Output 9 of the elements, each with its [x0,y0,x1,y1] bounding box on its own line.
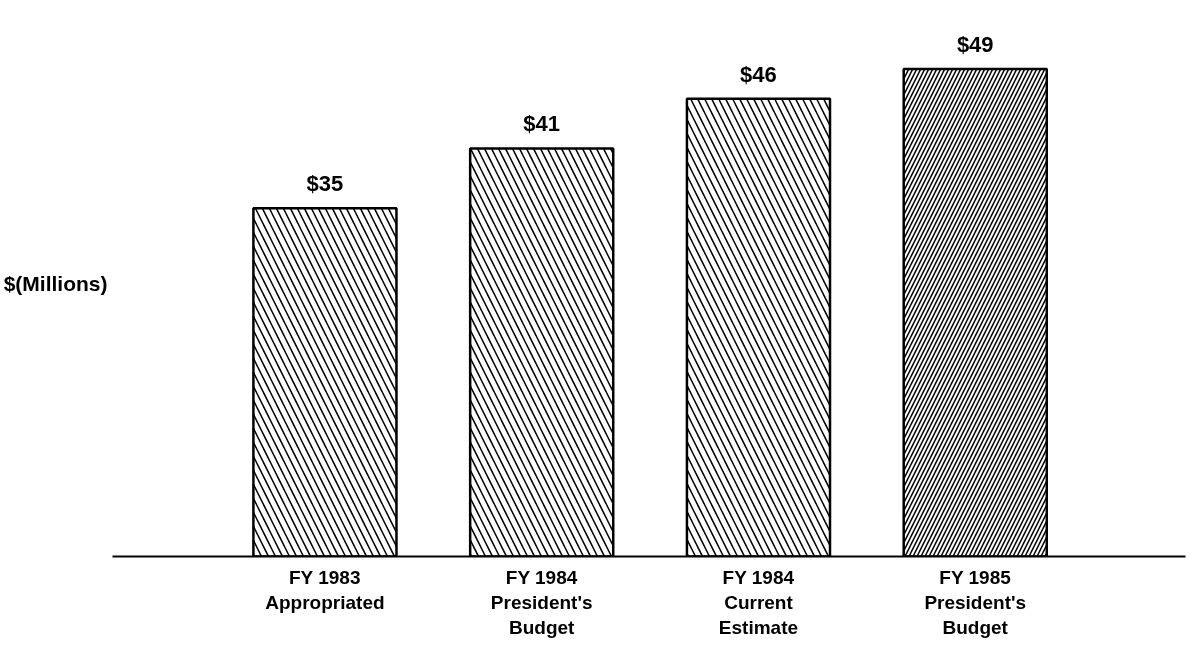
x-tick-label: FY 1984 Current Estimate [718,566,799,638]
data-label: $49 [956,31,994,57]
y-axis-title: $(Millions) [3,272,108,295]
data-label: $41 [523,111,561,137]
x-tick-label: FY 1985 President's Budget [924,566,1027,638]
x-tick-label: FY 1984 President's Budget [490,566,593,638]
data-label: $35 [306,171,344,197]
data-label: $46 [740,61,777,87]
x-tick-label: FY 1983 Appropriated [265,566,385,613]
